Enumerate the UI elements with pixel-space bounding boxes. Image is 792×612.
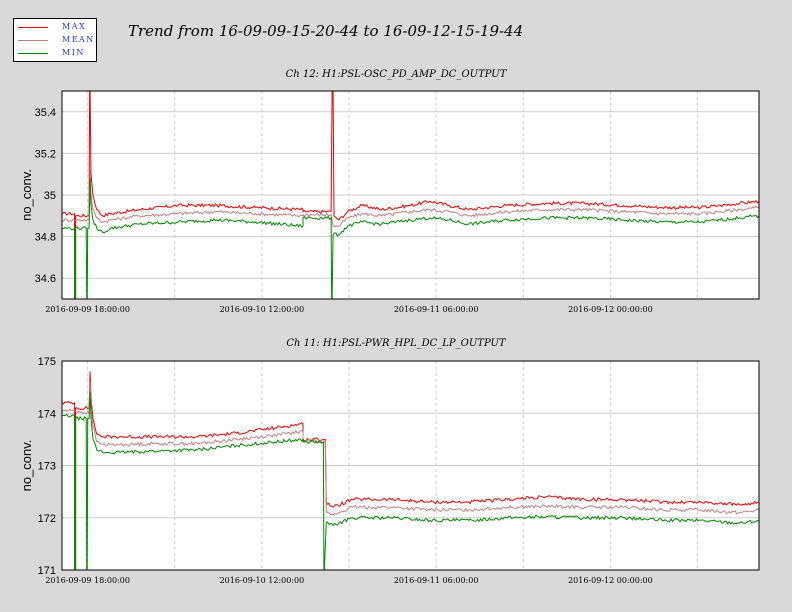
series-line-min <box>62 392 759 570</box>
legend: MAX MEAN MIN <box>13 18 97 62</box>
chart-2: 171 172 173 174 175 2016-09-09 18:00:00 2016-0… <box>19 356 760 585</box>
legend-item-max: MAX <box>18 22 94 34</box>
series-line-max <box>62 371 759 570</box>
x-tick-label: 2016-09-12 00:00:00 <box>568 305 653 314</box>
x-tick-label: 2016-09-10 12:00:00 <box>220 576 305 585</box>
legend-item-min: MIN <box>18 48 94 60</box>
series-line-max <box>62 91 759 299</box>
legend-label-min: MIN <box>62 48 85 57</box>
series-line-mean <box>62 381 759 516</box>
y-tick-label: 35.4 <box>35 107 56 119</box>
chart-1: 34.6 34.8 35 35.2 35.4 2016-09-09 18:00:00 201… <box>19 90 760 314</box>
x-tick-label: 2016-09-11 06:00:00 <box>394 305 479 314</box>
plot-frame <box>61 90 760 300</box>
y-tick-label: 174 <box>38 408 56 420</box>
y-tick-label: 35.2 <box>35 148 56 160</box>
y-axis-label: no_conv. <box>19 169 34 221</box>
y-axis-label: no_conv. <box>19 440 34 492</box>
legend-swatch-max <box>18 27 48 28</box>
legend-item-mean: MEAN <box>18 35 94 47</box>
y-tick-label: 175 <box>38 356 56 368</box>
y-tick-label: 171 <box>38 565 56 577</box>
legend-swatch-mean <box>18 40 48 41</box>
x-tick-label: 2016-09-11 06:00:00 <box>394 576 479 585</box>
chart-2-title: Ch 11: H1:PSL-PWR_HPL_DC_LP_OUTPUT <box>286 338 506 349</box>
series-line-min <box>62 178 759 299</box>
plot-frame <box>61 360 760 571</box>
y-tick-label: 173 <box>38 461 56 473</box>
x-tick-label: 2016-09-12 00:00:00 <box>568 576 653 585</box>
x-tick-label: 2016-09-10 12:00:00 <box>220 305 305 314</box>
x-tick-label: 2016-09-09 18:00:00 <box>45 305 130 314</box>
legend-label-mean: MEAN <box>62 35 95 44</box>
y-tick-label: 35 <box>44 190 56 202</box>
x-tick-label: 2016-09-09 18:00:00 <box>45 576 130 585</box>
y-tick-label: 34.8 <box>35 232 56 244</box>
chart-1-title: Ch 12: H1:PSL-OSC_PD_AMP_DC_OUTPUT <box>285 69 507 80</box>
y-tick-label: 172 <box>38 513 56 525</box>
y-tick-label: 34.6 <box>35 273 56 285</box>
legend-label-max: MAX <box>62 22 87 31</box>
page-title: Trend from 16-09-09-15-20-44 to 16-09-12… <box>128 22 524 40</box>
legend-swatch-min <box>18 53 48 54</box>
series-line-mean <box>62 169 759 228</box>
